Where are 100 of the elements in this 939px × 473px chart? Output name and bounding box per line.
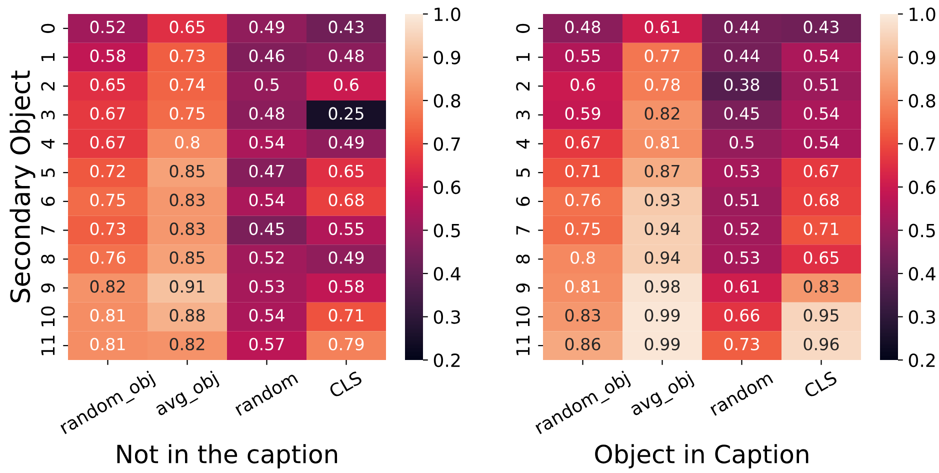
data-label: 0.5 xyxy=(730,136,754,149)
color-bar-label: 0.2 xyxy=(908,353,935,368)
y-tick-label: 0 xyxy=(41,24,55,33)
color-bar-label: 1.0 xyxy=(910,7,936,22)
y-tick-label: 8 xyxy=(41,254,55,264)
y-tick-label: 4 xyxy=(41,139,55,149)
data-label: 0.38 xyxy=(724,78,760,91)
data-label: 0.54 xyxy=(249,194,284,206)
data-label: 0.99 xyxy=(644,338,680,350)
data-label: 0.81 xyxy=(90,338,125,350)
data-label: 0.57 xyxy=(249,338,284,350)
color-bar-label: 0.7 xyxy=(908,137,935,151)
data-label: 0.54 xyxy=(804,107,839,120)
data-label: 0.53 xyxy=(249,280,284,293)
color-bar-label: 0.8 xyxy=(434,94,460,108)
data-label: 0.81 xyxy=(90,308,125,322)
y-tick-label: 7 xyxy=(516,226,530,235)
data-label: 0.53 xyxy=(724,251,759,264)
data-label: 0.85 xyxy=(170,164,204,178)
y-tick-label: 8 xyxy=(516,254,530,264)
data-label: 0.45 xyxy=(249,222,284,236)
data-label: 0.82 xyxy=(644,107,680,120)
y-tick-label: 6 xyxy=(41,196,55,206)
data-label: 0.48 xyxy=(565,20,600,34)
data-label: 0.68 xyxy=(804,194,839,206)
data-label: 0.44 xyxy=(724,49,760,62)
data-label: 0.65 xyxy=(170,20,204,34)
data-label: 0.68 xyxy=(328,194,364,206)
y-tick-label: 10 xyxy=(41,306,55,326)
color-bar-label: 0.3 xyxy=(908,310,935,324)
x-tick-label: CLS xyxy=(328,370,363,398)
color-bar-label: 0.2 xyxy=(434,353,460,368)
y-tick-label: 9 xyxy=(516,283,530,293)
color-bar-label: 1.0 xyxy=(434,7,460,22)
y-tick-label: 9 xyxy=(41,283,55,293)
data-label: 0.77 xyxy=(644,49,680,62)
y-tick-label: 5 xyxy=(41,168,55,177)
data-label: 0.51 xyxy=(724,194,759,206)
data-label: 0.66 xyxy=(724,308,760,322)
y-tick-label: 5 xyxy=(516,168,530,177)
y-tick-label: 4 xyxy=(516,139,530,149)
data-label: 0.83 xyxy=(565,308,600,322)
y-tick-label: 1 xyxy=(516,53,530,62)
data-label: 0.61 xyxy=(724,280,759,293)
data-label: 0.65 xyxy=(90,78,125,91)
y-tick-label: 11 xyxy=(41,336,55,356)
data-label: 0.67 xyxy=(565,136,600,149)
data-label: 0.67 xyxy=(90,107,125,120)
data-label: 0.44 xyxy=(724,20,760,34)
data-label: 0.72 xyxy=(90,164,125,178)
y-tick-label: 7 xyxy=(41,226,55,235)
data-label: 0.47 xyxy=(249,164,284,178)
y-axis-title: Secondary Object xyxy=(10,70,36,302)
data-label: 0.48 xyxy=(328,49,364,62)
x-axis-title: Object in Caption xyxy=(595,444,808,468)
color-bar-label: 0.4 xyxy=(434,266,460,281)
data-label: 0.81 xyxy=(644,136,680,149)
data-label: 0.98 xyxy=(644,280,680,293)
data-label: 0.95 xyxy=(804,308,838,322)
y-tick-label: 0 xyxy=(516,24,530,33)
data-label: 0.6 xyxy=(334,78,358,91)
data-label: 0.52 xyxy=(90,20,125,34)
color-bar-label: 0.9 xyxy=(434,50,460,64)
data-label: 0.8 xyxy=(175,136,200,149)
data-label: 0.25 xyxy=(328,107,364,120)
data-label: 0.94 xyxy=(644,251,680,264)
data-label: 0.83 xyxy=(170,194,204,206)
data-label: 0.82 xyxy=(170,338,204,350)
data-label: 0.67 xyxy=(90,136,125,149)
data-label: 0.82 xyxy=(90,280,125,293)
data-label: 0.54 xyxy=(249,308,284,322)
x-axis-title: Not in the caption xyxy=(117,444,338,468)
data-label: 0.96 xyxy=(804,338,839,350)
data-label: 0.55 xyxy=(565,49,600,62)
data-label: 0.71 xyxy=(328,308,364,322)
data-label: 0.58 xyxy=(328,280,364,293)
y-tick-label: 3 xyxy=(41,110,55,120)
data-label: 0.78 xyxy=(644,78,680,91)
data-label: 0.76 xyxy=(90,251,126,264)
data-label: 0.52 xyxy=(724,222,759,236)
y-tick-label: 1 xyxy=(41,53,55,62)
data-label: 0.81 xyxy=(565,280,600,293)
data-label: 0.73 xyxy=(724,338,759,350)
data-label: 0.43 xyxy=(804,20,838,34)
data-label: 0.46 xyxy=(249,49,284,62)
y-tick-label: 2 xyxy=(516,82,530,91)
color-bar-label: 0.3 xyxy=(434,310,460,324)
color-bar-label: 0.9 xyxy=(908,50,936,64)
data-label: 0.93 xyxy=(644,194,680,206)
color-bar-label: 0.6 xyxy=(908,180,936,194)
data-label: 0.91 xyxy=(170,280,204,293)
x-tick-label: CLS xyxy=(803,370,838,398)
color-bar-label: 0.5 xyxy=(434,224,460,238)
data-label: 0.65 xyxy=(804,251,838,264)
color-bar-label: 0.4 xyxy=(908,266,936,281)
color-bar-label: 0.7 xyxy=(434,137,460,151)
data-label: 0.61 xyxy=(644,20,680,34)
color-bar-label: 0.6 xyxy=(434,180,460,194)
data-label: 0.87 xyxy=(644,164,680,178)
color-bar-label: 0.5 xyxy=(908,224,935,238)
